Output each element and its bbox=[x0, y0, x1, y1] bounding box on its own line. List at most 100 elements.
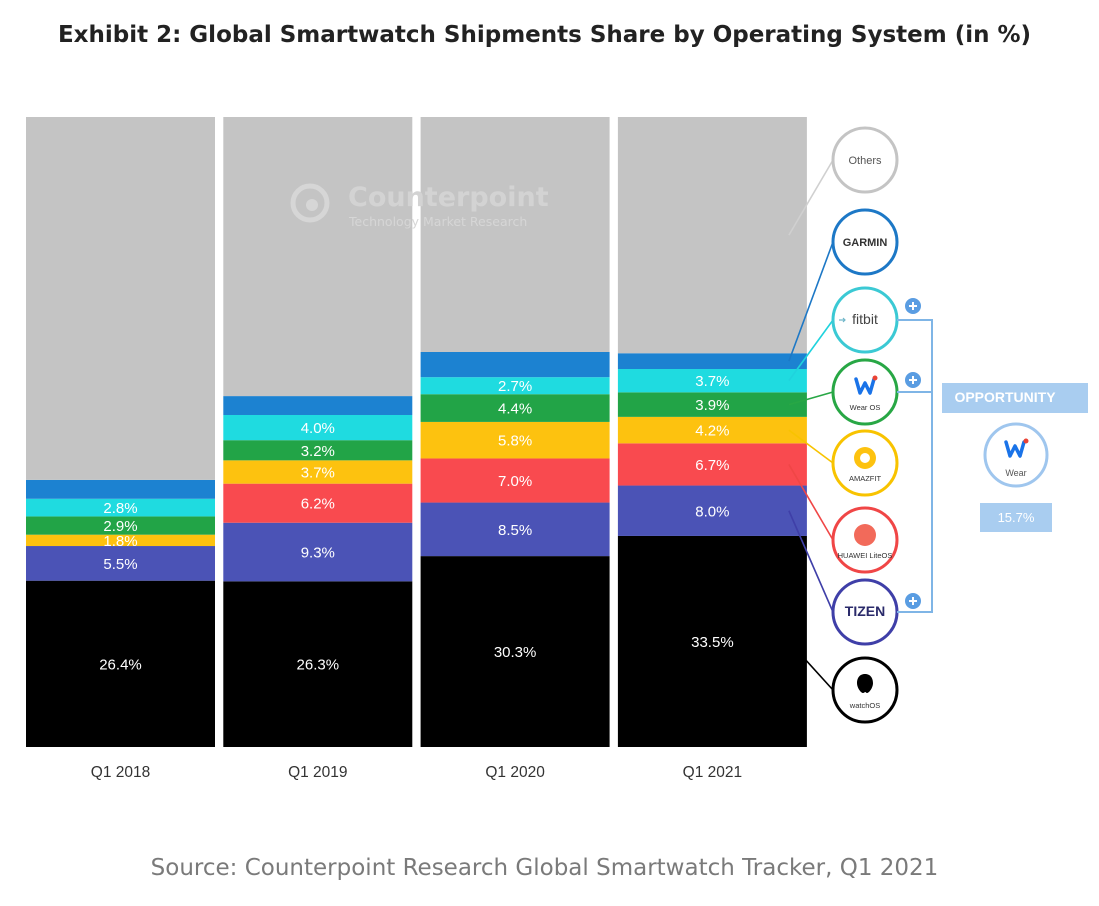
bar-segment-tizen-1 bbox=[223, 522, 413, 582]
bar-labels-layer: 26.4% 5.5% 1.8%2.9%2.8% 26.3% 9.3% 6.2% 3.7% 3.… bbox=[99, 373, 733, 674]
bar-segment-amazfit-2 bbox=[420, 421, 610, 459]
data-label-wearos-0: 2.9% bbox=[103, 518, 137, 535]
bar-segment-amazfit-0 bbox=[26, 534, 215, 547]
bar-segment-others-2 bbox=[420, 117, 610, 352]
plus-sign-icon bbox=[909, 376, 917, 384]
x-tick-label: Q1 2020 bbox=[485, 764, 545, 781]
chart-title: Exhibit 2: Global Smartwatch Shipments S… bbox=[57, 22, 1032, 48]
x-tick-label: Q1 2018 bbox=[91, 764, 150, 781]
data-label-watchos-0: 26.4% bbox=[99, 656, 142, 673]
watermark-logo-icon bbox=[288, 181, 332, 225]
opportunity-bracket bbox=[897, 319, 933, 613]
bar-segment-garmin-3 bbox=[617, 353, 807, 369]
bar-segment-amazfit-3 bbox=[617, 416, 807, 444]
bar-segment-huawei-2 bbox=[420, 458, 610, 503]
bar-segment-watchos-0 bbox=[26, 580, 215, 747]
bar-segment-fitbit-3 bbox=[617, 369, 807, 393]
others-logo-label: Others bbox=[848, 155, 882, 167]
bar-segment-garmin-2 bbox=[420, 351, 610, 378]
watchos-logo-label: watchOS bbox=[849, 701, 880, 710]
bar-segment-others-3 bbox=[617, 117, 807, 354]
legend-logos-layer: Others GARMIN fitbit Wear OS AMAZFIT HUAWEI L… bbox=[831, 126, 899, 724]
opportunity-banner bbox=[942, 383, 1088, 413]
huawei-mark-icon bbox=[854, 524, 876, 546]
source-note: Source: Counterpoint Research Global Sma… bbox=[150, 855, 939, 881]
connector-garmin bbox=[788, 241, 834, 362]
data-label-amazfit-3: 4.2% bbox=[695, 423, 729, 440]
data-label-amazfit-0: 1.8% bbox=[103, 533, 137, 550]
plus-sign-icon bbox=[909, 597, 917, 605]
amazfit-mark-hole bbox=[860, 453, 870, 463]
wear-dot-icon bbox=[1023, 438, 1029, 444]
data-label-wearos-2: 4.4% bbox=[498, 401, 532, 418]
data-label-watchos-2: 30.3% bbox=[494, 644, 537, 661]
opportunity-label: OPPORTUNITY bbox=[954, 389, 1056, 405]
plus-sign-icon bbox=[909, 302, 917, 310]
data-label-watchos-3: 33.5% bbox=[691, 634, 734, 651]
connector-tizen bbox=[788, 510, 834, 613]
bar-segment-watchos-2 bbox=[420, 556, 610, 747]
amazfit-logo-label: AMAZFIT bbox=[849, 474, 881, 483]
x-tick-label: Q1 2021 bbox=[683, 764, 742, 781]
data-label-amazfit-1: 3.7% bbox=[301, 465, 335, 482]
connector-huawei bbox=[788, 464, 834, 541]
bar-segment-others-0 bbox=[26, 117, 215, 480]
data-label-tizen-0: 5.5% bbox=[103, 556, 137, 573]
wear-dot-icon bbox=[872, 375, 878, 381]
wear-mark-icon bbox=[1004, 440, 1026, 458]
huawei-logo-label: HUAWEI LiteOS bbox=[838, 551, 893, 560]
bar-segment-huawei-3 bbox=[617, 443, 807, 486]
connector-wearos bbox=[788, 391, 834, 406]
data-label-watchos-1: 26.3% bbox=[297, 657, 340, 674]
data-label-wearos-3: 3.9% bbox=[695, 397, 729, 414]
bar-segment-watchos-1 bbox=[223, 581, 413, 747]
watermark-subtitle: Technology Market Research bbox=[349, 214, 528, 229]
fitbit-logo-label: fitbit bbox=[852, 311, 878, 327]
bar-segment-wearos-1 bbox=[223, 440, 413, 461]
data-label-fitbit-0: 2.8% bbox=[103, 500, 137, 517]
bar-segment-wearos-0 bbox=[26, 516, 215, 535]
data-label-tizen-2: 8.5% bbox=[498, 522, 532, 539]
data-label-huawei-1: 6.2% bbox=[301, 496, 335, 513]
bar-segment-fitbit-2 bbox=[420, 377, 610, 395]
connector-fitbit bbox=[788, 319, 834, 382]
bar-segment-fitbit-1 bbox=[223, 414, 413, 441]
data-label-amazfit-2: 5.8% bbox=[498, 433, 532, 450]
wear-opportunity-logo-icon bbox=[983, 422, 1049, 488]
bar-segment-garmin-0 bbox=[26, 479, 215, 499]
data-label-tizen-1: 9.3% bbox=[301, 545, 335, 562]
opportunity-value: 15.7% bbox=[998, 510, 1035, 525]
bar-segment-others-1 bbox=[223, 117, 413, 397]
opportunity-panel: OPPORTUNITY Wear 15.7% bbox=[897, 298, 1088, 613]
garmin-logo-label: GARMIN bbox=[843, 237, 888, 249]
wear-mark-icon bbox=[854, 377, 876, 395]
bar-segment-tizen-2 bbox=[420, 502, 610, 557]
data-label-tizen-3: 8.0% bbox=[695, 503, 729, 520]
x-tick-label: Q1 2019 bbox=[288, 764, 347, 781]
bar-segment-huawei-1 bbox=[223, 483, 413, 523]
fitbit-arrow-icon bbox=[839, 317, 846, 323]
x-tick-labels-layer: Q1 2018 Q1 2019 Q1 2020 Q1 2021 bbox=[91, 764, 742, 781]
watermark-name: Counterpoint bbox=[348, 182, 549, 213]
wearos-logo-icon bbox=[831, 358, 899, 426]
bar-segment-tizen-3 bbox=[617, 485, 807, 536]
bar-segment-wearos-2 bbox=[420, 394, 610, 422]
data-label-huawei-2: 7.0% bbox=[498, 473, 532, 490]
data-label-fitbit-1: 4.0% bbox=[301, 420, 335, 437]
apple-logo-icon bbox=[857, 674, 873, 693]
bar-segment-watchos-3 bbox=[617, 535, 807, 747]
tizen-logo-label: TIZEN bbox=[845, 603, 885, 619]
connector-watchos bbox=[788, 640, 834, 691]
data-label-wearos-1: 3.2% bbox=[301, 443, 335, 460]
wear-opportunity-label: Wear bbox=[1005, 468, 1026, 478]
bar-segment-wearos-3 bbox=[617, 392, 807, 417]
data-label-huawei-3: 6.7% bbox=[695, 457, 729, 474]
wearos-logo-label: Wear OS bbox=[850, 403, 881, 412]
opportunity-value-box bbox=[980, 503, 1052, 532]
connector-amazfit bbox=[788, 429, 834, 464]
others-logo-icon bbox=[831, 126, 899, 194]
garmin-logo-icon bbox=[831, 208, 899, 276]
data-label-fitbit-2: 2.7% bbox=[498, 378, 532, 395]
bars-layer bbox=[26, 117, 807, 747]
